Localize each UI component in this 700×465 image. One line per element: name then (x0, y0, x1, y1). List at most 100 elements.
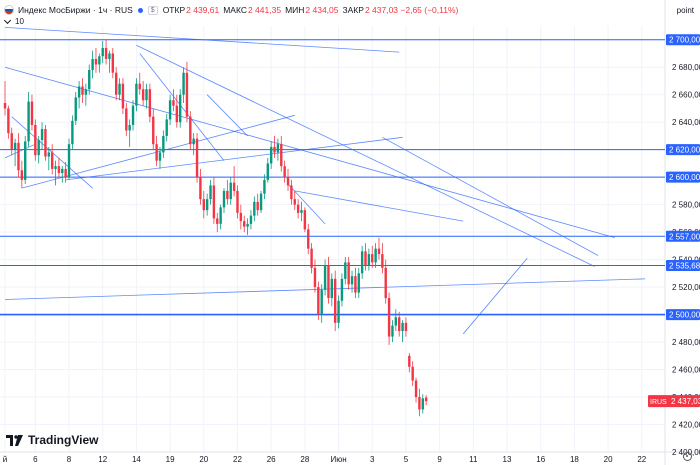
candle-body-41 (141, 89, 145, 101)
candle-body-91 (310, 248, 313, 268)
candle-120 (408, 353, 411, 373)
candle-body-48 (165, 119, 168, 136)
x-tick-label-18: 20 (604, 455, 613, 464)
x-tick-label-1: 6 (33, 455, 38, 464)
candle-83 (283, 160, 286, 183)
indicator-row[interactable]: 10 (3, 16, 24, 26)
candle-31 (108, 50, 111, 73)
candle-106 (360, 245, 364, 279)
candle-body-47 (162, 135, 165, 153)
indicator-count: 10 (15, 17, 24, 26)
candle-17 (61, 166, 64, 183)
candle-55 (189, 111, 192, 150)
candle-43 (148, 83, 152, 123)
candle-75 (256, 193, 259, 216)
candle-52 (179, 89, 182, 128)
candle-body-27 (94, 58, 98, 65)
tradingview-logo[interactable]: TradingView (6, 433, 98, 447)
candle-body-113 (384, 267, 387, 299)
candle-99 (337, 295, 340, 329)
candle-body-123 (418, 397, 421, 410)
market-status-icon (137, 7, 143, 13)
candle-body-94 (320, 289, 323, 315)
x-tick-label-12: 5 (404, 455, 409, 464)
candle-body-33 (114, 72, 118, 95)
candle-body-77 (263, 179, 266, 194)
candle-body-13 (47, 152, 50, 157)
candle-body-39 (135, 83, 138, 106)
x-tick-label-16: 16 (536, 455, 545, 464)
candle-29 (101, 41, 104, 64)
candle-body-29 (101, 47, 104, 57)
candle-body-69 (236, 190, 239, 213)
candle-107 (364, 243, 367, 271)
candle-body-17 (61, 168, 64, 174)
candle-body-15 (54, 166, 57, 169)
candle-body-66 (226, 190, 229, 200)
candle-88 (300, 201, 303, 222)
ohlc-high-key: МАКС (223, 5, 247, 15)
candle-0 (3, 80, 7, 116)
candle-73 (249, 210, 253, 230)
trend-line-10 (382, 136, 599, 256)
candle-body-58 (199, 177, 202, 200)
candle-70 (239, 204, 243, 230)
candle-body-40 (138, 83, 141, 90)
candle-body-31 (108, 53, 111, 59)
candle-65 (222, 188, 226, 213)
candle-body-74 (253, 201, 256, 216)
candle-body-90 (307, 229, 310, 249)
candle-48 (165, 113, 168, 142)
candle-57 (195, 133, 199, 183)
price-axis-unit: point (676, 6, 694, 15)
candle-7 (27, 91, 30, 147)
candle-body-99 (337, 300, 340, 323)
candle-118 (401, 320, 404, 343)
candle-124 (421, 394, 424, 414)
ohlc-open-key: ОТКР (162, 5, 186, 15)
candle-41 (141, 80, 145, 106)
candle-46 (158, 146, 162, 169)
symbol-title[interactable]: Индекс МосБиржи · 1ч · RUS (18, 5, 133, 15)
candle-110 (374, 243, 377, 268)
candle-body-10 (37, 140, 40, 156)
candle-body-18 (64, 168, 67, 178)
candle-body-16 (57, 166, 61, 174)
candle-body-104 (354, 276, 357, 293)
x-tick-label-9: 28 (300, 455, 309, 464)
candle-89 (303, 207, 307, 233)
candle-10 (37, 135, 40, 164)
trend-line-2 (136, 44, 595, 267)
candle-body-110 (374, 248, 377, 263)
candle-body-24 (84, 89, 88, 95)
candle-body-46 (158, 152, 162, 161)
settings-icon[interactable] (683, 452, 692, 461)
candle-body-20 (71, 120, 74, 145)
candle-body-116 (394, 317, 398, 326)
candle-45 (155, 135, 158, 167)
candle-100 (340, 273, 344, 307)
candle-body-19 (67, 144, 71, 178)
candle-body-111 (377, 248, 381, 255)
candle-body-4 (17, 142, 20, 171)
currency-badge: $ (147, 5, 158, 15)
candle-32 (111, 47, 115, 79)
candle-62 (212, 177, 216, 224)
chevron-down-icon[interactable] (3, 16, 12, 25)
candle-93 (317, 281, 320, 321)
x-tick-label-8: 26 (267, 455, 276, 464)
candle-body-109 (371, 254, 374, 263)
candle-body-101 (344, 262, 347, 279)
candle-3 (13, 138, 17, 167)
candle-body-32 (111, 53, 115, 73)
y-tick-label-13: 2 660,00 (672, 91, 700, 100)
x-tick-label-7: 22 (233, 455, 242, 464)
candle-body-92 (313, 267, 317, 288)
candle-59 (202, 190, 205, 219)
candle-109 (371, 245, 374, 268)
candle-body-97 (330, 278, 334, 299)
candle-47 (162, 130, 165, 158)
candle-body-75 (256, 201, 259, 211)
candle-115 (391, 320, 394, 343)
